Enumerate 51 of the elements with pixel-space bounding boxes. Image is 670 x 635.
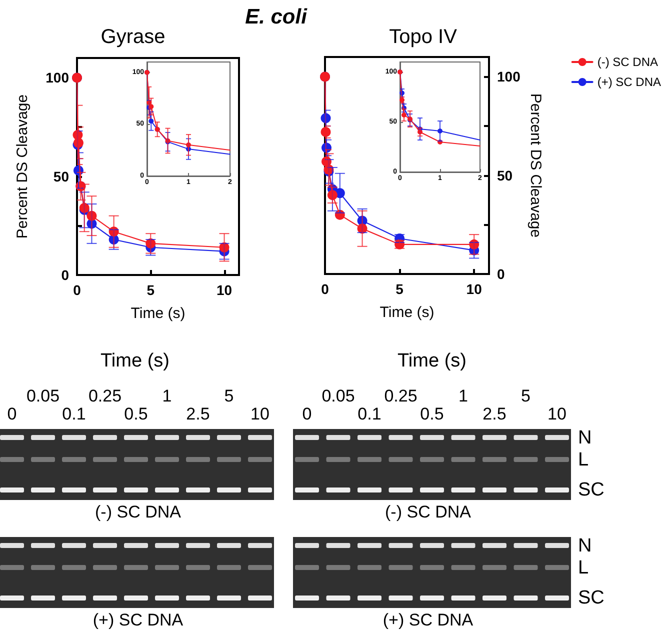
text: (+) SC DNA xyxy=(92,610,184,630)
x-axis-title: Time (s) xyxy=(130,305,186,322)
text: (+) SC DNA xyxy=(382,610,474,630)
category-label: 0 xyxy=(302,404,312,424)
text: Time (s) xyxy=(398,350,466,372)
category-label: 0 xyxy=(7,404,17,424)
category-label: 2.5 xyxy=(482,404,506,424)
category-label: 0.05 xyxy=(322,386,355,406)
y-tick-label: 0 xyxy=(61,267,70,283)
legend-label: (+) SC DNA xyxy=(597,75,662,89)
x-tick-label: 5 xyxy=(146,282,155,298)
category-label: 5 xyxy=(521,386,530,406)
category-label: 0.1 xyxy=(62,404,86,424)
category-label: 0.05 xyxy=(26,386,60,406)
text: E. coli xyxy=(245,6,307,28)
category-label: 5 xyxy=(224,386,234,406)
category-label: 0.5 xyxy=(420,404,444,424)
category-label: 1 xyxy=(162,386,172,406)
category-label: 0.25 xyxy=(384,386,418,406)
text: (-) SC DNA xyxy=(95,502,181,522)
chart-title: Gyrase xyxy=(100,26,166,48)
y-axis-title: Percent DS Cleavage xyxy=(14,94,31,239)
category-label: 0.5 xyxy=(124,404,148,424)
category-label: N xyxy=(578,535,592,556)
category-label: N xyxy=(578,427,592,448)
text: (-) SC DNA xyxy=(385,502,471,522)
category-label: 10 xyxy=(250,404,270,424)
y-tick-label: 50 xyxy=(53,168,70,184)
y2-tick-label: 100 xyxy=(497,68,521,85)
x-tick-label: 0 xyxy=(73,282,82,298)
legend-label: (-) SC DNA xyxy=(597,55,658,69)
category-label: 1 xyxy=(458,386,468,406)
category-label: 0.25 xyxy=(88,386,122,406)
y-tick-label: 100 xyxy=(46,70,70,86)
x-tick-label: 10 xyxy=(466,281,482,297)
category-label: SC xyxy=(578,480,604,501)
x-axis-title: Time (s) xyxy=(380,304,434,321)
x-tick-label: 0 xyxy=(321,281,330,297)
category-label: 2.5 xyxy=(186,404,210,424)
category-label: 0.1 xyxy=(358,404,382,424)
category-label: SC xyxy=(578,588,604,609)
chart-title: Topo IV xyxy=(389,26,458,48)
y2-tick-label: 0 xyxy=(497,266,505,282)
x-tick-label: 10 xyxy=(216,282,232,298)
y2-tick-label: 50 xyxy=(497,167,513,184)
text: Time (s) xyxy=(100,350,170,372)
x-tick-label: 5 xyxy=(396,281,404,297)
category-label: 10 xyxy=(548,404,566,424)
category-label: L xyxy=(578,557,589,578)
y2-axis-title: Percent DS Cleavage xyxy=(527,93,544,238)
category-label: L xyxy=(578,449,589,470)
